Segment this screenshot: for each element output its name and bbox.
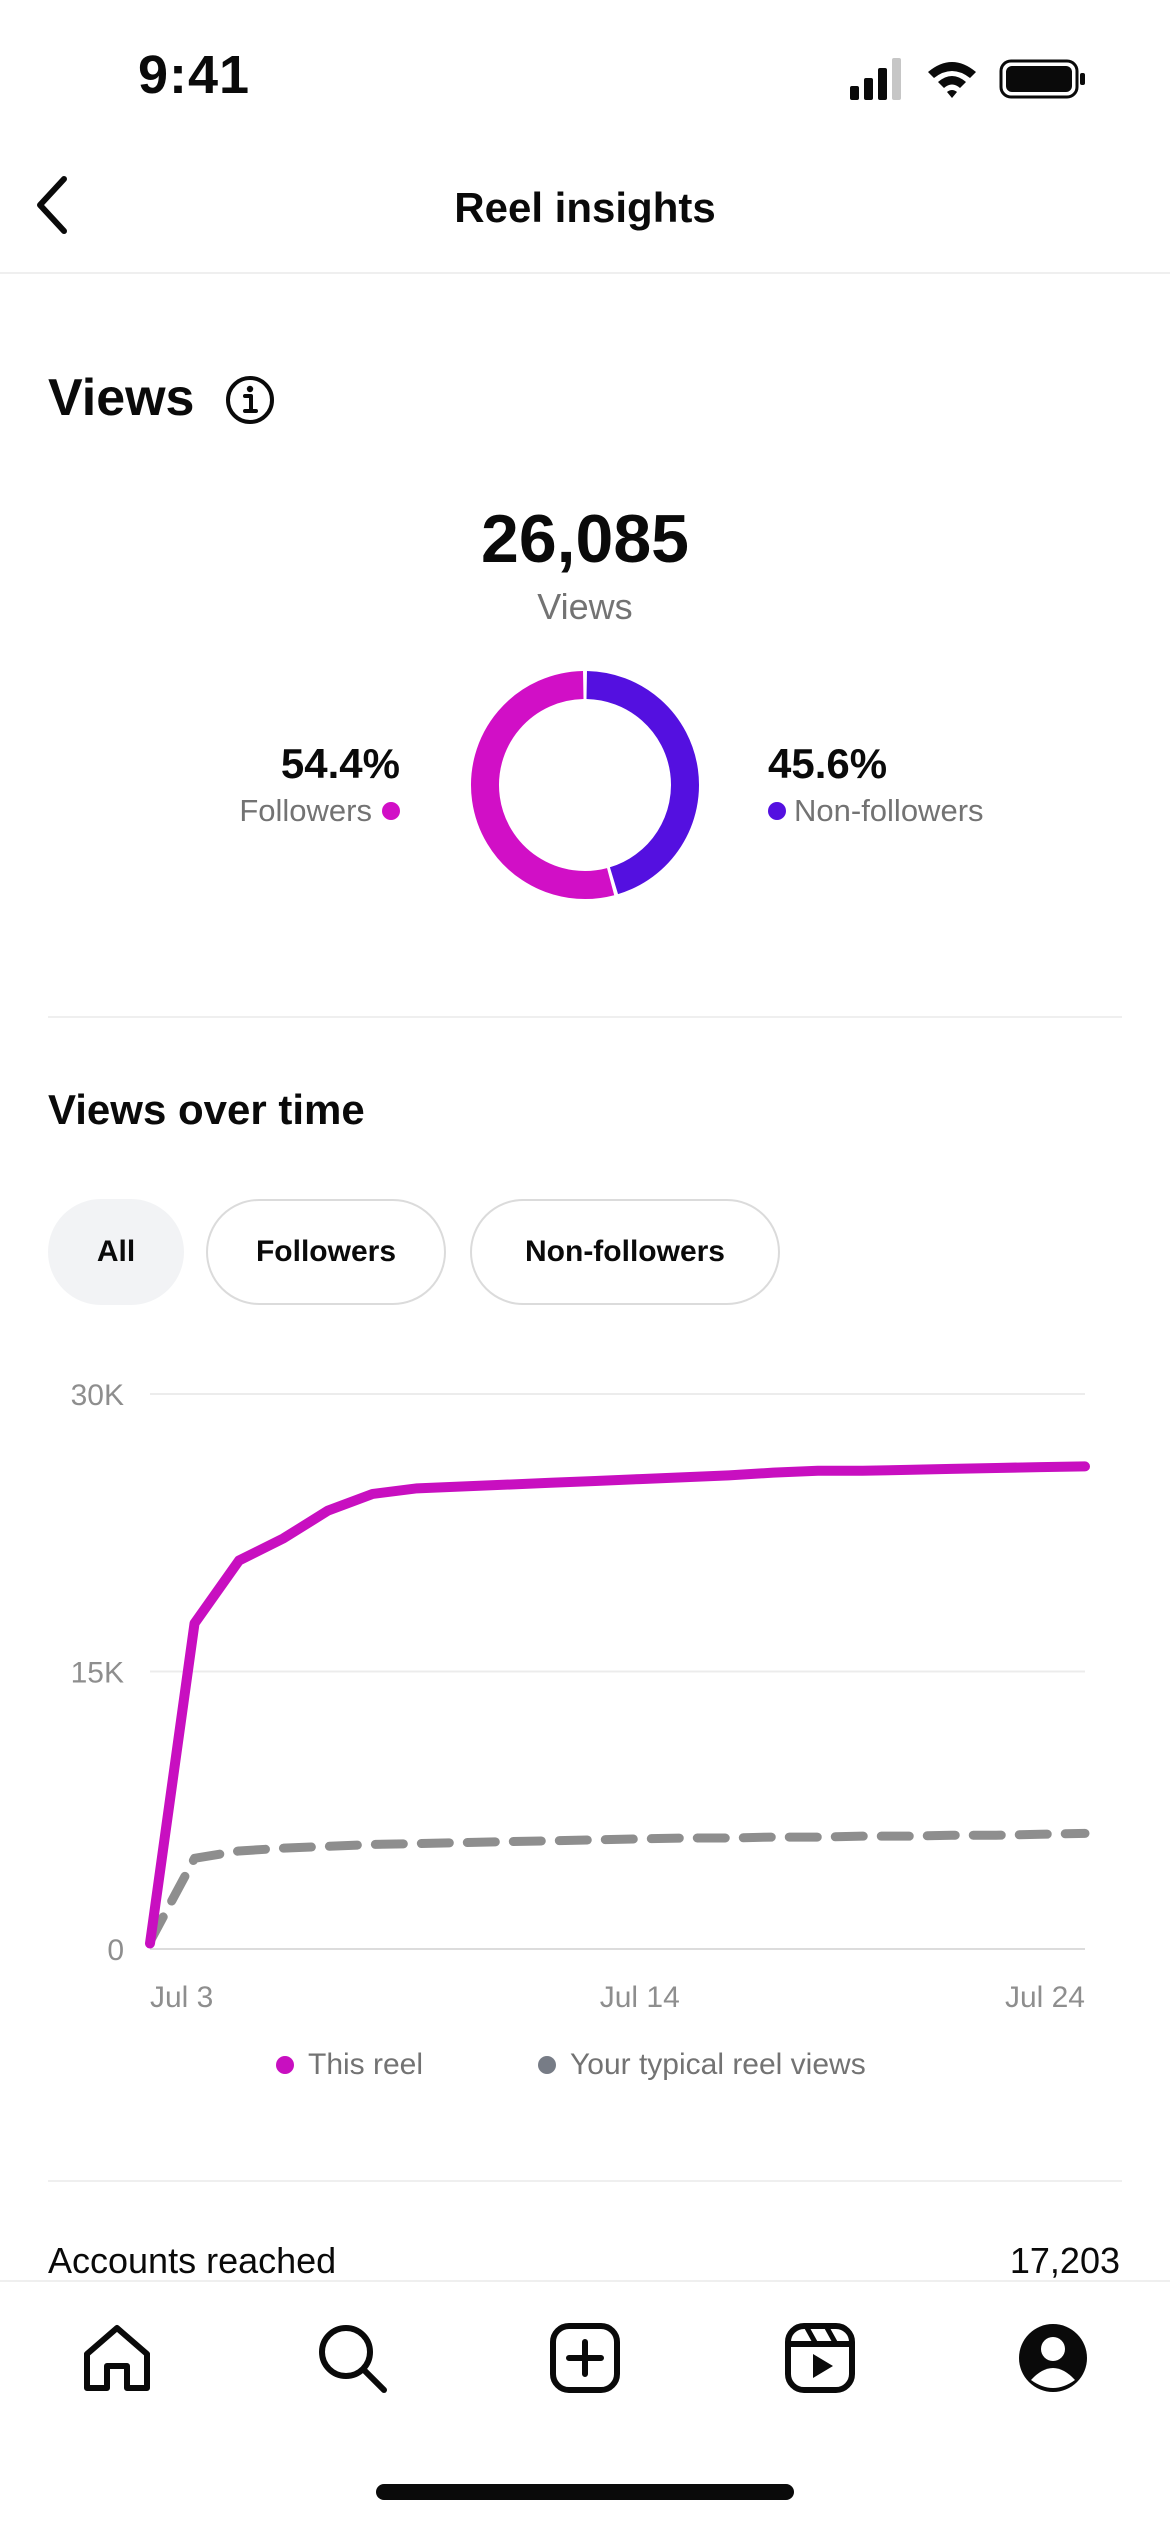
series-line-this-reel <box>145 1461 1090 1949</box>
donut-segment-followers <box>471 671 615 899</box>
views-total-label: Views <box>537 586 633 627</box>
tab-reels[interactable] <box>780 2318 860 2398</box>
x-tick-label: Jul 3 <box>150 1981 213 2014</box>
create-icon <box>550 2323 620 2393</box>
filter-all-pill[interactable]: All <box>48 1199 184 1305</box>
followers-legend: Followers <box>239 793 400 829</box>
cellular-signal-icon <box>850 58 901 100</box>
info-icon[interactable] <box>224 374 276 426</box>
non-followers-label: Non-followers <box>794 793 984 828</box>
legend-typical-label: Your typical reel views <box>570 2048 866 2081</box>
views-total: 26,085 <box>481 501 689 577</box>
accounts-reached-value: 17,203 <box>1009 2240 1120 2281</box>
y-tick-label: 15K <box>71 1657 124 1690</box>
followers-label: Followers <box>239 793 372 828</box>
page-title: Reel insights <box>454 184 716 231</box>
non-followers-legend: Non-followers <box>768 793 984 829</box>
profile-icon <box>1019 2324 1087 2392</box>
filter-non-followers-pill[interactable]: Non-followers <box>470 1199 780 1305</box>
home-indicator <box>376 2484 794 2500</box>
followers-percent: 54.4% <box>280 740 400 787</box>
views-heading: Views <box>48 369 195 427</box>
series-line-typical-views <box>145 1828 1090 1947</box>
section-divider <box>48 2180 1122 2182</box>
legend-this-reel-label: This reel <box>308 2048 424 2081</box>
legend-this-reel: This reel <box>276 2048 423 2082</box>
views-over-time-heading: Views over time <box>48 1086 365 1133</box>
accounts-reached-label: Accounts reached <box>48 2240 337 2281</box>
legend-typical-views: Your typical reel views <box>538 2048 866 2082</box>
chevron-left-icon <box>37 176 67 234</box>
back-button[interactable] <box>20 165 100 245</box>
views-donut-chart <box>471 671 699 899</box>
y-tick-label: 30K <box>71 1379 124 1412</box>
followers-dot-icon <box>382 802 400 820</box>
status-time: 9:41 <box>138 45 251 105</box>
this-reel-dot-icon <box>276 2056 294 2074</box>
views-over-time-chart: 30K 15K 0 Jul 3 Jul 14 Jul 24 <box>71 1379 1090 2014</box>
chart-legend: This reel Your typical reel views <box>0 2048 1170 2088</box>
status-icons <box>850 58 1085 100</box>
filter-followers-pill[interactable]: Followers <box>206 1199 446 1305</box>
y-tick-label: 0 <box>107 1934 124 1967</box>
battery-icon <box>999 59 1085 99</box>
tab-profile[interactable] <box>1013 2318 1093 2398</box>
tab-create[interactable] <box>545 2318 625 2398</box>
x-tick-label: Jul 14 <box>600 1981 680 2014</box>
section-divider <box>48 1016 1122 1018</box>
tab-home[interactable] <box>77 2318 157 2398</box>
reels-icon <box>785 2323 855 2393</box>
non-followers-percent: 45.6% <box>768 740 888 787</box>
typical-views-dot-icon <box>538 2056 556 2074</box>
home-icon <box>84 2325 150 2391</box>
x-tick-label: Jul 24 <box>1005 1981 1085 2014</box>
search-icon <box>319 2325 387 2393</box>
non-followers-dot-icon <box>768 802 786 820</box>
donut-segment-non-followers <box>586 671 699 895</box>
tab-search[interactable] <box>312 2318 392 2398</box>
nav-divider <box>0 272 1170 274</box>
wifi-icon <box>928 62 976 98</box>
